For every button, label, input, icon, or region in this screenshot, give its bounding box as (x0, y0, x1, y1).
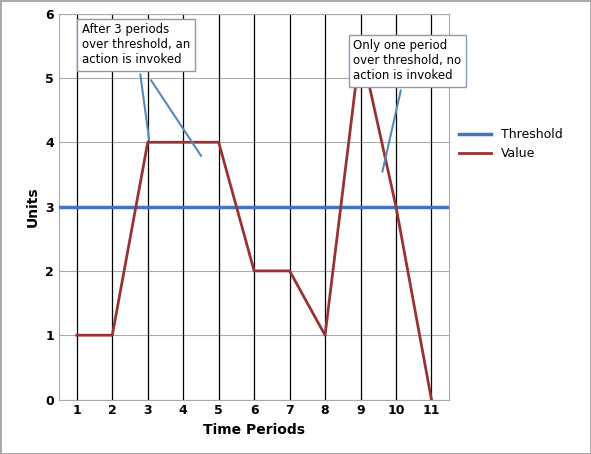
Value (322, 332, 329, 338)
Value (180, 139, 187, 145)
Line: Value: Value (77, 46, 431, 400)
Text: After 3 periods
over threshold, an
action is invoked: After 3 periods over threshold, an actio… (82, 23, 190, 139)
Value (215, 139, 222, 145)
Value (251, 268, 258, 274)
Value (392, 204, 400, 209)
Value (428, 397, 435, 402)
Threshold (38, 204, 45, 209)
Value (144, 139, 151, 145)
Value (73, 332, 80, 338)
Text: Only one period
over threshold, no
action is invoked: Only one period over threshold, no actio… (353, 39, 462, 172)
Value (286, 268, 293, 274)
Threshold (73, 204, 80, 209)
Value (109, 332, 116, 338)
X-axis label: Time Periods: Time Periods (203, 423, 305, 437)
Y-axis label: Units: Units (26, 186, 40, 227)
Legend: Threshold, Value: Threshold, Value (459, 128, 562, 160)
Value (357, 43, 364, 49)
